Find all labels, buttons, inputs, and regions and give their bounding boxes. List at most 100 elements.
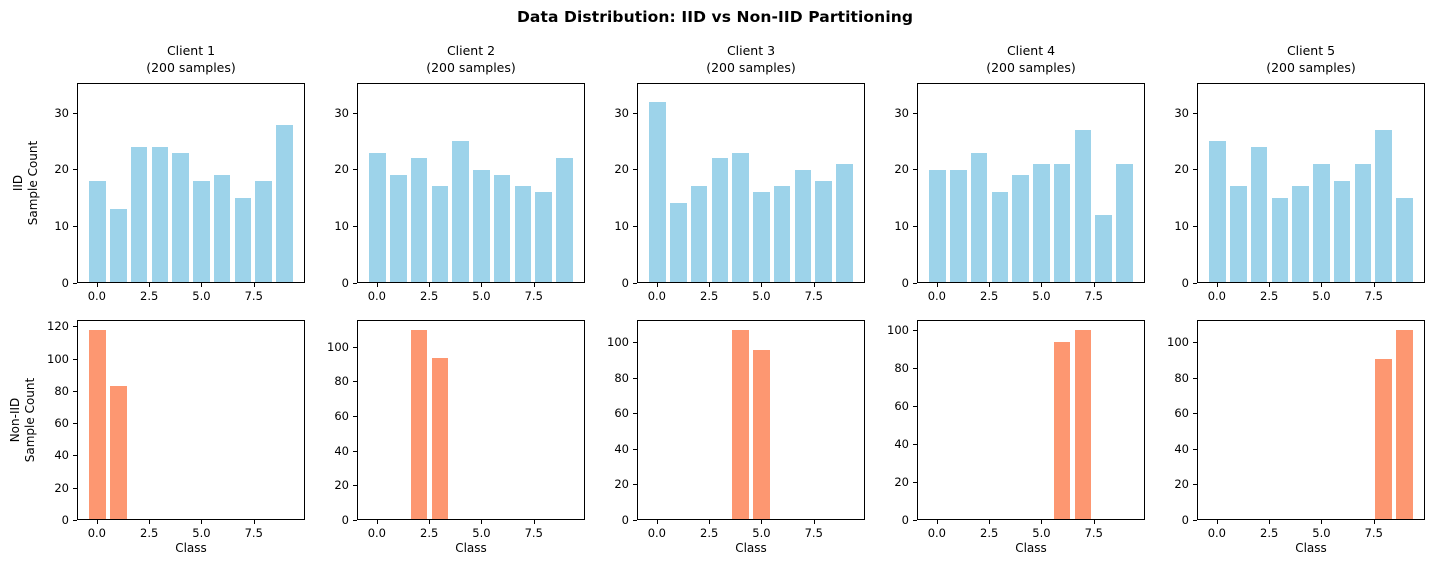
x-tick-label: 0.0 [367,526,387,540]
x-tick-label: 7.5 [244,526,263,540]
x-tickmark [761,283,763,287]
x-tickmark [936,283,938,287]
bar-class-2 [410,330,428,519]
bar-class-1 [1230,186,1247,282]
bar-class-8 [535,192,552,282]
bar-class-3 [431,357,449,519]
y-tickmark [73,487,77,489]
y-tickmark [353,283,357,284]
y-tick-label: 0 [901,513,909,527]
x-tick-label: 7.5 [1084,526,1103,540]
bar-class-1 [110,208,127,282]
y-tick-label: 60 [334,409,349,424]
plot-area-non-iid-client-2 [357,320,585,520]
x-tickmark [1041,520,1043,524]
plot-area-non-iid-client-4 [917,320,1145,520]
bar-class-8 [255,180,272,282]
y-tick-label: 30 [894,105,909,120]
y-tick-label: 100 [1167,334,1189,349]
y-tick-label: 20 [334,478,349,493]
y-tick-label: 20 [894,474,909,489]
bar-class-5 [753,349,770,519]
bar-class-7 [1074,330,1092,519]
x-tickmark [709,283,711,287]
y-tick-label: 0 [341,513,349,527]
y-tickmark [633,520,637,521]
bar-class-0 [89,180,106,282]
y-tick-label: 60 [1174,406,1189,421]
y-tickmark [73,358,77,360]
subplot-title-client-4: Client 4 (200 samples) [986,43,1076,75]
y-tickmark [73,455,77,457]
x-axis-label-client-5: Class [1295,541,1327,555]
y-tick-label: 0 [61,276,69,290]
x-tick-label: 7.5 [524,289,543,303]
y-tickmark [913,329,917,331]
y-tickmark [913,169,917,171]
y-tickmark [1193,112,1197,114]
plot-area-non-iid-client-5 [1197,320,1425,520]
x-tick-label: 7.5 [1364,289,1383,303]
x-tick-label: 0.0 [647,526,667,540]
bar-class-3 [1271,197,1289,282]
y-tick-label: 80 [54,383,69,398]
plot-area-iid-client-3 [637,83,865,283]
bar-class-4 [1012,175,1029,282]
y-tick-label: 100 [47,351,69,366]
y-tickmark [633,112,637,114]
y-tick-label: 60 [614,406,629,421]
y-tick-label: 20 [334,162,349,177]
bar-class-6 [1053,341,1071,519]
y-tick-label: 40 [334,443,349,458]
y-tickmark [913,283,917,284]
bar-class-5 [1313,163,1330,282]
x-tick-label: 5.0 [1032,289,1051,303]
bar-class-9 [556,158,573,282]
y-tickmark [1193,484,1197,486]
x-tickmark [253,283,255,287]
x-tick-label: 7.5 [244,289,263,303]
y-tick-label: 100 [887,322,909,337]
x-tickmark [1269,520,1271,524]
y-tick-label: 10 [1174,219,1189,234]
y-tickmark [913,226,917,228]
y-tick-label: 30 [334,105,349,120]
y-tickmark [633,448,637,450]
bar-class-9 [836,163,853,282]
x-tick-label: 0.0 [647,289,667,303]
bar-class-4 [732,152,749,282]
x-tick-label: 7.5 [1084,289,1103,303]
x-tick-label: 5.0 [472,526,491,540]
bar-class-3 [991,192,1009,282]
y-tick-label: 20 [54,162,69,177]
x-tickmark [201,520,203,524]
y-tick-label: 10 [614,219,629,234]
subplot-title-client-3: Client 3 (200 samples) [706,43,796,75]
x-tickmark [1321,520,1323,524]
x-tick-label: 2.5 [980,526,999,540]
y-tick-label: 20 [614,162,629,177]
y-tick-label: 80 [334,374,349,389]
x-tickmark [709,520,711,524]
y-tickmark [913,481,917,483]
x-tickmark [429,520,431,524]
y-tick-label: 40 [54,448,69,463]
bar-class-0 [369,152,386,282]
bar-class-6 [1053,163,1071,282]
bar-class-0 [649,102,666,282]
bar-class-7 [794,169,812,282]
y-tickmark [73,283,77,284]
y-tick-label: 80 [1174,370,1189,385]
bar-class-1 [950,169,967,282]
bar-class-9 [1116,163,1133,282]
x-tickmark [1373,520,1375,524]
y-tickmark [633,226,637,228]
x-tick-label: 2.5 [1260,289,1279,303]
y-tickmark [73,520,77,521]
subplot-title-client-1: Client 1 (200 samples) [146,43,236,75]
y-tick-label: 80 [614,370,629,385]
y-tick-label: 20 [54,480,69,495]
y-tickmark [1193,448,1197,450]
bar-class-1 [110,386,127,519]
